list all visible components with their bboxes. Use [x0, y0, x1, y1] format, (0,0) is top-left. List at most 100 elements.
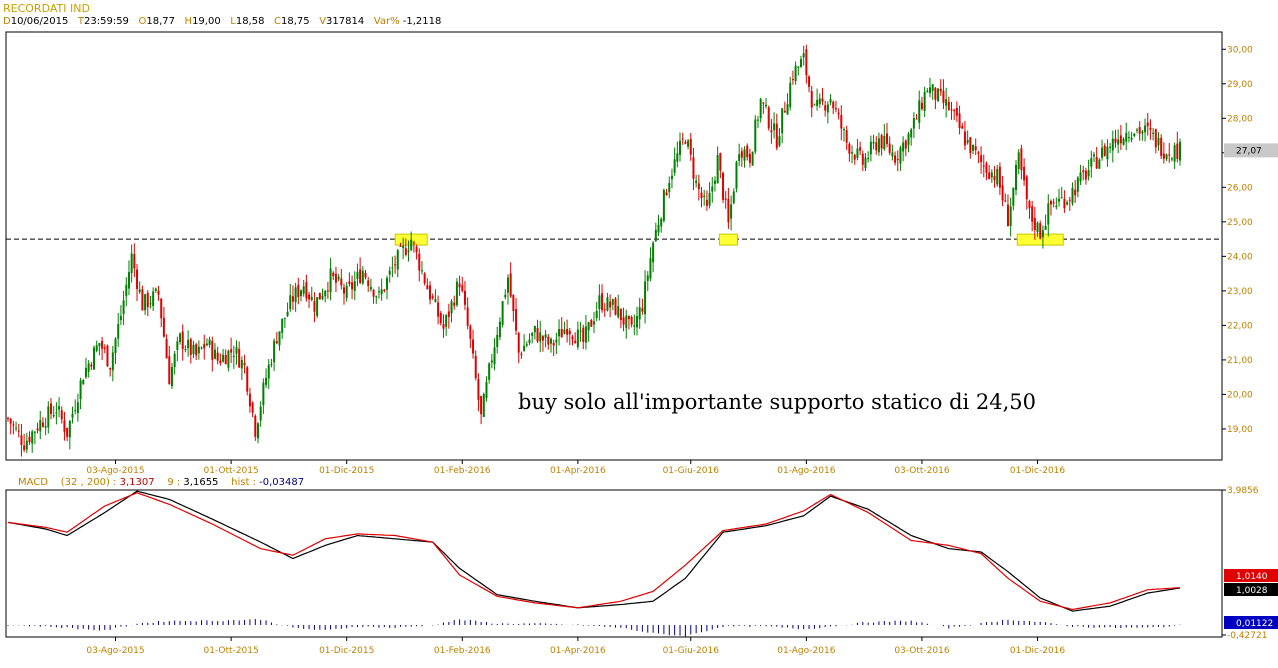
- candle-body: [512, 294, 515, 312]
- candle-body: [754, 119, 757, 152]
- candle-body: [668, 182, 671, 193]
- candle-body: [560, 329, 563, 338]
- candle-body: [541, 336, 544, 341]
- signal-last-tag: [1224, 569, 1278, 582]
- candle-body: [864, 157, 867, 168]
- candle-body: [799, 59, 802, 68]
- last-price-tag: [1224, 143, 1278, 158]
- candle-body: [127, 272, 130, 289]
- candle-body: [748, 153, 751, 163]
- candle-body: [861, 153, 864, 165]
- candle-body: [687, 140, 690, 147]
- candle-body: [923, 92, 926, 111]
- candle-body: [369, 287, 372, 290]
- macd-y-tick-label: 3,9856: [1227, 486, 1259, 496]
- candle-body: [636, 316, 639, 328]
- candle-body: [926, 90, 929, 93]
- candle-body: [275, 341, 278, 344]
- candle-body: [353, 281, 356, 291]
- candle-body: [458, 283, 461, 288]
- candle-body: [461, 285, 464, 291]
- candle-body: [1084, 170, 1087, 180]
- candle-body: [934, 87, 937, 100]
- candle-body: [259, 406, 262, 421]
- candle-body: [880, 135, 883, 149]
- candle-body: [388, 270, 391, 275]
- candle-body: [826, 104, 829, 113]
- stat-high-key: H: [184, 16, 193, 27]
- candle-body: [730, 204, 733, 219]
- candle-body: [490, 360, 493, 363]
- candle-body: [493, 347, 496, 365]
- candle-body: [179, 333, 182, 343]
- candle-body: [1012, 187, 1015, 206]
- candle-body: [25, 440, 28, 450]
- candle-body: [517, 332, 520, 353]
- candle-body: [7, 418, 9, 420]
- stat-close-key: C: [274, 16, 281, 27]
- candle-body: [144, 294, 147, 311]
- candle-body: [1135, 129, 1138, 131]
- candle-body: [775, 123, 778, 148]
- candle-body: [1176, 143, 1179, 159]
- price-x-tick-label: 01-Ott-2015: [203, 466, 258, 476]
- candle-body: [95, 345, 98, 352]
- candle-body: [611, 299, 614, 305]
- candle-body: [367, 280, 370, 287]
- candle-body: [767, 107, 770, 129]
- candle-body: [412, 242, 415, 244]
- candle-body: [1117, 139, 1120, 145]
- candle-body: [708, 192, 711, 206]
- candle-body: [842, 129, 845, 131]
- stat-low-value: 18,58: [235, 16, 265, 27]
- stat-volume-key: V: [319, 16, 327, 27]
- macd-x-tick-label: 01-Giu-2016: [663, 646, 720, 656]
- candle-body: [50, 403, 53, 414]
- candle-body: [273, 340, 276, 363]
- price-y-tick-label: 28,00: [1227, 114, 1253, 124]
- candle-body: [525, 344, 528, 346]
- macd-x-tick-label: 01-Ago-2016: [777, 646, 835, 656]
- candle-body: [391, 267, 394, 269]
- stat-volume-value: 317814: [326, 16, 365, 27]
- candle-body: [1152, 132, 1155, 134]
- candle-body: [60, 410, 63, 420]
- candle-body: [665, 192, 668, 196]
- candle-body: [676, 153, 679, 162]
- candle-body: [603, 309, 606, 311]
- candle-body: [52, 415, 55, 417]
- candle-body: [929, 87, 932, 94]
- candle-body: [176, 341, 179, 350]
- candle-body: [915, 118, 918, 120]
- stat-time-value: 23:59:59: [84, 16, 129, 27]
- stat-high-value: 19,00: [192, 16, 221, 27]
- candle-body: [625, 315, 628, 328]
- candle-body: [68, 420, 71, 438]
- macd-x-tick-label: 03-Ago-2015: [86, 646, 144, 656]
- candle-body: [536, 328, 539, 342]
- candle-body: [141, 289, 144, 311]
- candle-body: [891, 152, 894, 157]
- candle-body: [684, 142, 687, 144]
- candle-body: [399, 245, 402, 247]
- candle-body: [1092, 154, 1095, 157]
- candle-body: [469, 325, 472, 339]
- candle-body: [415, 247, 418, 252]
- candle-body: [372, 289, 375, 297]
- candle-body: [1125, 132, 1128, 142]
- candle-body: [732, 191, 735, 204]
- candle-body: [912, 118, 915, 129]
- candle-body: [58, 406, 61, 410]
- candle-body: [896, 159, 899, 161]
- candle-body: [1049, 200, 1052, 205]
- candle-body: [1119, 135, 1122, 144]
- candle-body: [426, 285, 429, 290]
- candle-body: [716, 155, 719, 184]
- candle-body: [646, 275, 649, 282]
- candle-body: [853, 155, 856, 160]
- candle-body: [614, 298, 617, 315]
- candle-body: [773, 123, 776, 131]
- candle-body: [437, 302, 440, 317]
- price-x-tick-label: 01-Feb-2016: [434, 466, 491, 476]
- signal-line: [7, 492, 1181, 611]
